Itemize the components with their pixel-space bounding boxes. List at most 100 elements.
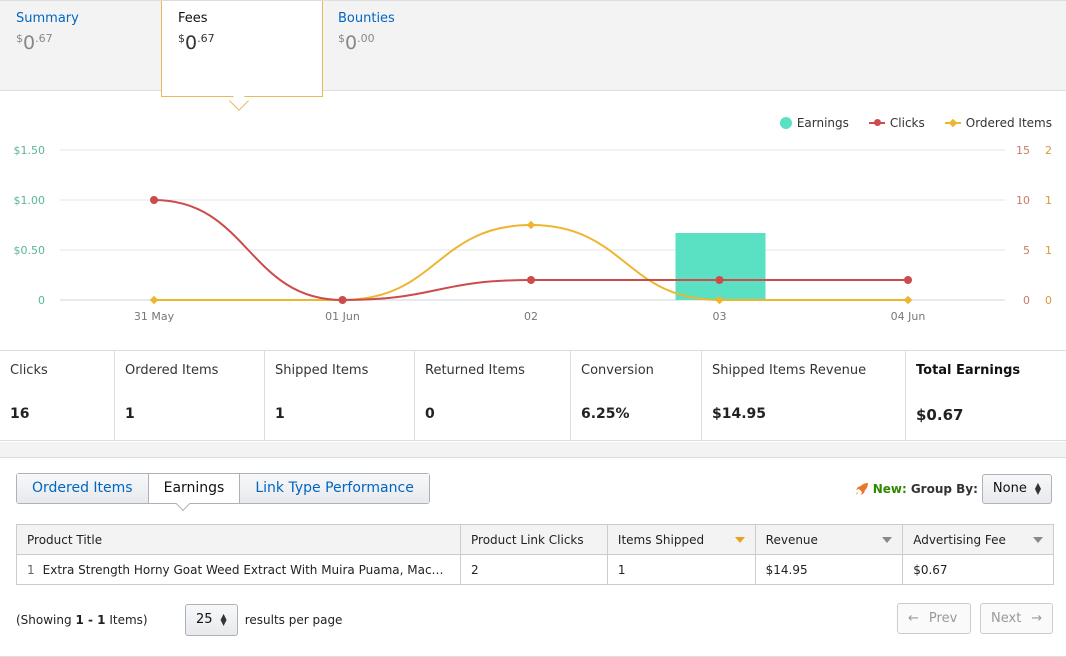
metric-returned-items: Returned Items 0 bbox=[415, 351, 571, 440]
y-right-ordered-tick-label: 0 bbox=[1045, 294, 1052, 307]
col-revenue[interactable]: Revenue bbox=[754, 524, 904, 555]
tab-bounties-label: Bounties bbox=[338, 11, 395, 26]
cell-advertising-fee: $0.67 bbox=[902, 554, 1054, 585]
col-product-link-clicks[interactable]: Product Link Clicks bbox=[460, 524, 608, 555]
group-by-label: Group By: bbox=[910, 482, 978, 496]
metric-returned-items-label: Returned Items bbox=[425, 363, 525, 378]
arrow-right-icon: → bbox=[1031, 611, 1043, 626]
clicks-point bbox=[527, 276, 535, 284]
metric-shipped-items: Shipped Items 1 bbox=[265, 351, 415, 440]
metric-ordered-items-label: Ordered Items bbox=[125, 363, 219, 378]
earnings-table: Product Title Product Link Clicks Items … bbox=[16, 524, 1054, 585]
per-page-select[interactable]: 25 ▲ ▼ bbox=[185, 604, 238, 636]
ordered-items-point bbox=[149, 295, 159, 305]
tab-link-type-performance[interactable]: Link Type Performance bbox=[240, 474, 429, 503]
tab-summary-label: Summary bbox=[16, 11, 79, 26]
prev-button[interactable]: ← Prev bbox=[897, 603, 971, 634]
legend-ordered-swatch bbox=[944, 118, 961, 128]
summary-tabs: Summary $0.67 Fees $0.67 Bounties $0.00 bbox=[0, 0, 1066, 97]
tab-fees-amount: $0.67 bbox=[178, 32, 215, 54]
clicks-point bbox=[904, 276, 912, 284]
x-tick-label: 03 bbox=[713, 310, 727, 323]
group-by-control: New: Group By: None ▲ ▼ bbox=[855, 474, 1052, 504]
x-tick-label: 01 Jun bbox=[325, 310, 360, 323]
metric-clicks: Clicks 16 bbox=[0, 351, 115, 440]
metrics-row: Clicks 16 Ordered Items 1 Shipped Items … bbox=[0, 350, 1066, 441]
y-left-tick-label: $1.00 bbox=[14, 194, 46, 207]
legend-earnings-label: Earnings bbox=[796, 116, 849, 130]
y-left-tick-label: 0 bbox=[38, 294, 45, 307]
cell-items-shipped: 1 bbox=[606, 554, 756, 585]
metric-conversion-label: Conversion bbox=[581, 363, 654, 378]
legend-clicks-label: Clicks bbox=[889, 116, 925, 130]
per-page-label: results per page bbox=[244, 613, 343, 627]
rocket-icon bbox=[855, 483, 868, 495]
tab-summary-amount: $0.67 bbox=[16, 32, 53, 54]
per-page-value: 25 bbox=[196, 612, 213, 627]
earnings-bar bbox=[675, 233, 766, 300]
ordered-items-line bbox=[153, 223, 908, 301]
col-product-title[interactable]: Product Title bbox=[16, 524, 461, 555]
updown-icon: ▲ ▼ bbox=[1034, 481, 1041, 496]
legend-earnings[interactable]: Earnings bbox=[779, 116, 849, 130]
chart-canvas: $1.50 15 2$1.00 10 1$0.50 5 10 0 031 May 01 Jun 02… bbox=[14, 144, 1053, 323]
tab-earnings[interactable]: Earnings bbox=[148, 474, 241, 503]
ordered-items-point bbox=[903, 295, 913, 305]
metric-clicks-label: Clicks bbox=[10, 363, 48, 378]
showing-count: (Showing 1 - 1 Items) bbox=[16, 613, 148, 627]
clicks-point bbox=[338, 296, 347, 304]
legend-earnings-swatch bbox=[779, 117, 792, 129]
group-by-value: None bbox=[992, 481, 1027, 496]
metric-clicks-value: 16 bbox=[10, 406, 30, 422]
legend-clicks-swatch bbox=[868, 119, 885, 126]
cell-link-clicks: 2 bbox=[460, 554, 608, 585]
metric-shipped-items-value: 1 bbox=[275, 406, 285, 422]
y-right-ordered-tick-label: 2 bbox=[1045, 144, 1052, 157]
tab-summary[interactable]: Summary $0.67 bbox=[0, 1, 162, 91]
clicks-line bbox=[153, 199, 908, 302]
ordered-items-point bbox=[526, 220, 536, 230]
prev-label: Prev bbox=[928, 611, 958, 626]
metric-shipped-revenue-value: $14.95 bbox=[712, 406, 767, 422]
y-right-clicks-tick-label: 15 bbox=[1016, 144, 1030, 157]
metric-shipped-revenue: Shipped Items Revenue $14.95 bbox=[702, 351, 906, 440]
metric-total-earnings-value: $0.67 bbox=[916, 406, 964, 424]
metric-ordered-items: Ordered Items 1 bbox=[115, 351, 265, 440]
tab-fees-label: Fees bbox=[178, 11, 208, 26]
section-divider bbox=[0, 442, 1066, 458]
y-left-tick-label: $0.50 bbox=[14, 244, 46, 257]
legend-ordered-items[interactable]: Ordered Items bbox=[944, 116, 1052, 130]
metric-total-earnings-label: Total Earnings bbox=[916, 363, 1021, 378]
y-right-ordered-tick-label: 1 bbox=[1045, 244, 1052, 257]
chart-legend: Earnings Clicks Ordered Items bbox=[779, 116, 1052, 130]
cell-product-title[interactable]: 1 Extra Strength Horny Goat Weed Extract … bbox=[16, 554, 461, 585]
metric-total-earnings: Total Earnings $0.67 bbox=[906, 351, 1066, 440]
ordered-items-point bbox=[715, 295, 724, 305]
next-label: Next bbox=[991, 611, 1022, 626]
group-by-select[interactable]: None ▲ ▼ bbox=[981, 474, 1052, 504]
arrow-left-icon: ← bbox=[908, 611, 919, 626]
col-items-shipped[interactable]: Items Shipped bbox=[606, 524, 756, 555]
x-tick-label: 04 Jun bbox=[891, 310, 926, 323]
y-right-clicks-tick-label: 5 bbox=[1023, 244, 1030, 257]
tab-fees[interactable]: Fees $0.67 bbox=[161, 1, 323, 97]
per-page-control: 25 ▲ ▼ results per page bbox=[185, 604, 342, 636]
tab-ordered-items[interactable]: Ordered Items bbox=[17, 474, 149, 503]
sort-icon bbox=[1033, 537, 1043, 543]
metric-shipped-items-label: Shipped Items bbox=[275, 363, 369, 378]
tab-bounties-amount: $0.00 bbox=[338, 32, 375, 54]
y-right-ordered-tick-label: 1 bbox=[1045, 194, 1052, 207]
tab-bounties[interactable]: Bounties $0.00 bbox=[322, 1, 484, 91]
new-label: New: bbox=[872, 482, 907, 496]
table-row: 1 Extra Strength Horny Goat Weed Extract … bbox=[16, 554, 1054, 585]
y-left-tick-label: $1.50 bbox=[14, 144, 46, 157]
next-button[interactable]: Next → bbox=[980, 603, 1053, 634]
metric-shipped-revenue-label: Shipped Items Revenue bbox=[712, 363, 867, 378]
x-tick-label: 02 bbox=[524, 310, 538, 323]
cell-revenue: $14.95 bbox=[754, 554, 904, 585]
x-tick-label: 31 May bbox=[134, 310, 175, 323]
legend-clicks[interactable]: Clicks bbox=[868, 116, 925, 130]
y-right-clicks-tick-label: 10 bbox=[1016, 194, 1030, 207]
col-advertising-fee[interactable]: Advertising Fee bbox=[902, 524, 1054, 555]
earnings-chart: $1.50 15 2 $1.00 10 1 $0.50 5 1 0 0 0 31 May 01 Jun 02… bbox=[0, 92, 1066, 350]
